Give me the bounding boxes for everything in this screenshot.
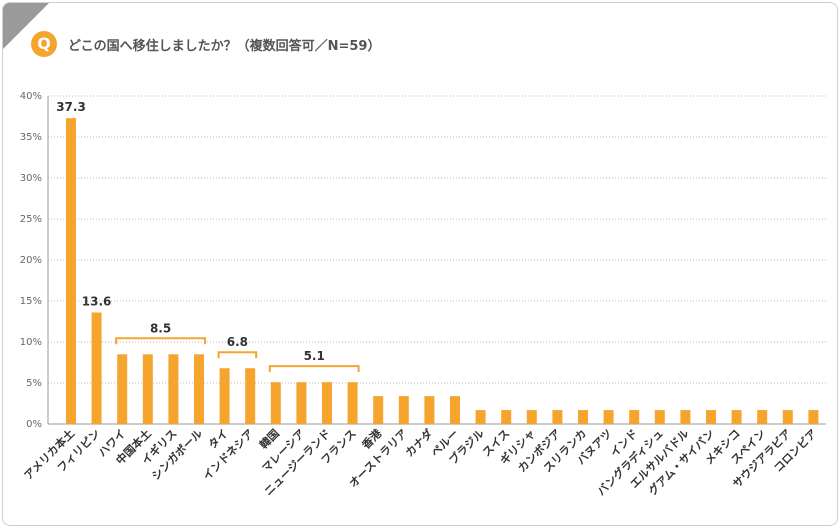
data-label: 37.3 (56, 100, 86, 114)
group-bracket (217, 351, 258, 359)
bar (552, 410, 563, 424)
bar (270, 382, 281, 424)
y-tick-label: 5% (26, 378, 42, 389)
data-label: 5.1 (304, 349, 325, 363)
y-tick-label: 35% (20, 132, 42, 143)
bar (808, 410, 819, 424)
bar (296, 382, 307, 424)
bar (91, 312, 102, 424)
y-tick-label: 20% (20, 255, 42, 266)
bar (347, 382, 358, 424)
bar (706, 410, 716, 424)
bar (450, 396, 460, 424)
bar (526, 410, 537, 424)
bar (168, 354, 179, 424)
bar (680, 410, 691, 424)
bar (629, 410, 640, 424)
bar (475, 410, 486, 424)
bar (322, 382, 332, 424)
bar (501, 410, 512, 424)
bar (654, 410, 665, 424)
y-tick-label: 15% (20, 296, 42, 307)
data-label: 6.8 (227, 335, 248, 349)
bar (603, 410, 614, 424)
group-bracket (115, 337, 206, 345)
bar (578, 410, 588, 424)
y-tick-label: 0% (26, 419, 42, 430)
bar (424, 396, 435, 424)
y-tick-label: 40% (20, 91, 42, 102)
data-label: 13.6 (82, 294, 112, 308)
bar (757, 410, 768, 424)
question-badge: Q (31, 31, 57, 57)
bar (245, 368, 256, 424)
bar (731, 410, 742, 424)
bar (373, 396, 384, 424)
data-label: 8.5 (150, 321, 171, 335)
y-tick-label: 25% (20, 214, 42, 225)
group-bracket (268, 365, 360, 373)
bar (398, 396, 409, 424)
chart-title: どこの国へ移住しましたか？（複数回答可／N=59） (68, 39, 381, 54)
y-tick-label: 10% (20, 337, 42, 348)
y-tick-label: 30% (20, 173, 42, 184)
bar (219, 368, 230, 424)
bar (194, 354, 204, 424)
bar (142, 354, 153, 424)
bar (782, 410, 793, 424)
category-label: カナダ (402, 426, 435, 459)
bar (117, 354, 128, 424)
bar (66, 118, 76, 424)
